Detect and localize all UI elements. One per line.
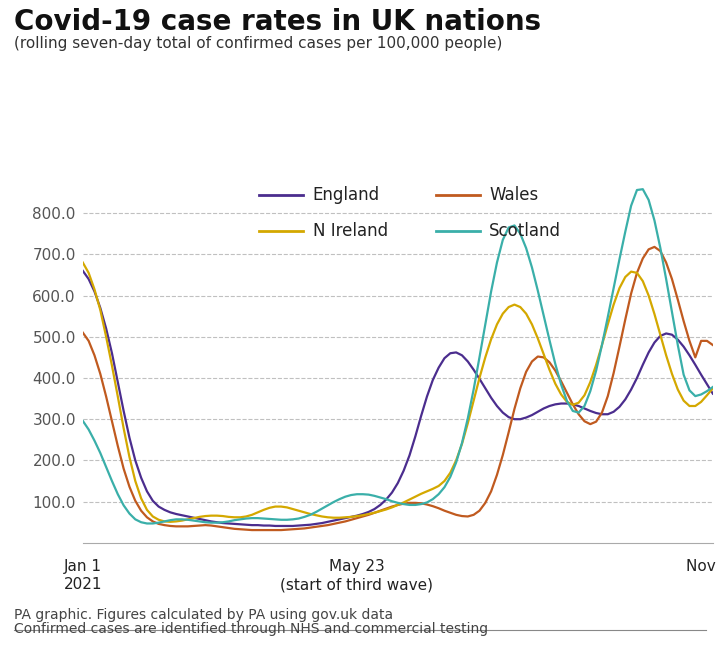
Text: PA graphic. Figures calculated by PA using gov.uk data: PA graphic. Figures calculated by PA usi… [14, 608, 394, 622]
Text: Covid-19 case rates in UK nations: Covid-19 case rates in UK nations [14, 8, 541, 36]
Text: May 23: May 23 [329, 559, 385, 574]
Text: Confirmed cases are identified through NHS and commercial testing: Confirmed cases are identified through N… [14, 622, 489, 636]
Text: (rolling seven-day total of confirmed cases per 100,000 people): (rolling seven-day total of confirmed ca… [14, 36, 503, 51]
Text: 2021: 2021 [63, 577, 102, 592]
Text: N Ireland: N Ireland [312, 222, 388, 240]
Text: England: England [312, 186, 380, 204]
Text: Jan 1: Jan 1 [64, 559, 102, 574]
Text: Nov 10: Nov 10 [686, 559, 720, 574]
Text: (start of third wave): (start of third wave) [281, 577, 433, 592]
Text: Wales: Wales [489, 186, 539, 204]
Text: Scotland: Scotland [489, 222, 561, 240]
